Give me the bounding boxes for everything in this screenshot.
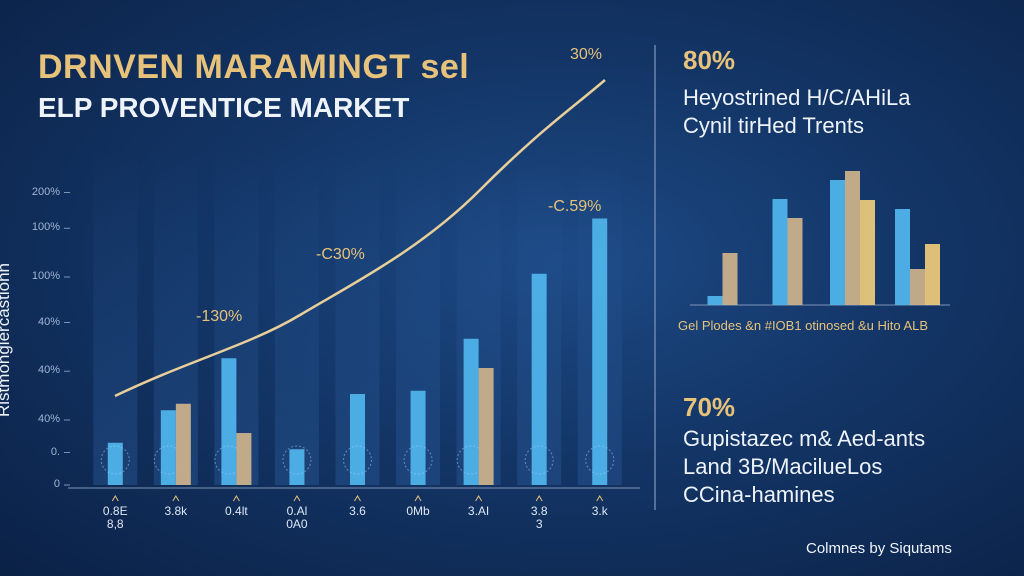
x-tick-label: 3.AI xyxy=(467,504,490,518)
base-glow xyxy=(282,445,312,475)
x-tick-label: 0Mb xyxy=(406,504,430,518)
y-tick-label: 0. xyxy=(50,445,60,458)
bar xyxy=(236,433,252,485)
bar xyxy=(925,244,940,305)
subtitle: ELP PROVENTICE MARKET xyxy=(38,92,410,123)
y-tick-label: 40% xyxy=(37,315,60,328)
bar xyxy=(410,390,426,485)
bar xyxy=(592,218,608,485)
bar xyxy=(910,269,925,305)
title: DRNVEN MARAMINGT sel xyxy=(38,48,470,86)
bar xyxy=(478,368,494,485)
bar xyxy=(860,200,875,305)
bar xyxy=(845,171,860,305)
caret xyxy=(596,495,604,502)
annotation: -C.59% xyxy=(548,198,602,215)
caret xyxy=(535,495,543,502)
base-glow xyxy=(524,445,554,475)
bar xyxy=(895,209,910,305)
bar xyxy=(531,273,547,485)
base-glow xyxy=(100,445,130,475)
panel-text: Heyostrined H/C/AHiLa xyxy=(683,85,911,110)
stat: 70% xyxy=(683,392,736,422)
stripe xyxy=(93,150,138,485)
bar xyxy=(707,296,723,305)
caret xyxy=(293,495,301,502)
bar xyxy=(107,442,123,485)
caret xyxy=(354,495,361,502)
y-tick-label: 0 xyxy=(53,478,60,490)
base-glow xyxy=(403,445,433,475)
caret xyxy=(414,495,422,502)
x-tick-label: 0.4lt xyxy=(225,504,248,518)
trend-line xyxy=(114,79,606,398)
caret xyxy=(232,495,240,502)
panel-text: Gupistazec m& Aed-ants xyxy=(683,426,926,451)
y-axis-label-text: Ristmonglercastionn xyxy=(0,262,13,417)
footer: Colmnes by Siqutams xyxy=(806,540,952,557)
bar xyxy=(350,394,365,485)
bar xyxy=(160,410,176,485)
panel-text: Land 3B/MacilueLos xyxy=(683,454,883,479)
x-tick-label: 3.8k xyxy=(164,504,188,518)
caret xyxy=(475,495,483,502)
x-tick-label: 3.8 3 xyxy=(530,504,548,531)
base-glow xyxy=(343,445,372,475)
caret xyxy=(111,495,119,502)
bar xyxy=(722,253,738,305)
mini-caption: Gel Plodes &n #IOB1 otinosed &u Hito ALB xyxy=(678,318,929,333)
base-glow xyxy=(585,445,615,475)
annotation: -130% xyxy=(196,308,243,325)
y-tick-label: 100% xyxy=(31,270,60,282)
bar xyxy=(787,218,803,305)
y-tick-label: 40% xyxy=(37,413,60,425)
panel-text: CCina-hamines xyxy=(683,482,835,507)
annotation: 30% xyxy=(570,46,603,63)
bar xyxy=(289,449,305,485)
x-tick-label: 0.8E 8,8 xyxy=(102,504,128,531)
bar xyxy=(463,338,479,485)
bar xyxy=(175,403,191,485)
bar xyxy=(221,358,237,485)
bar xyxy=(772,199,788,305)
y-tick-label: 100% xyxy=(31,221,60,234)
y-tick-label: 200% xyxy=(31,185,60,198)
panel-text: Cynil tirHed Trents xyxy=(683,113,864,138)
x-tick-label: 3.6 xyxy=(349,504,366,518)
annotation: -C30% xyxy=(316,246,365,263)
bar xyxy=(830,180,845,305)
y-tick-label: 40% xyxy=(37,364,60,377)
x-tick-label: 3.k xyxy=(591,504,608,518)
caret xyxy=(172,495,180,502)
x-tick-label: 0.Al 0A0 xyxy=(286,504,308,531)
stat: 80% xyxy=(683,45,736,75)
